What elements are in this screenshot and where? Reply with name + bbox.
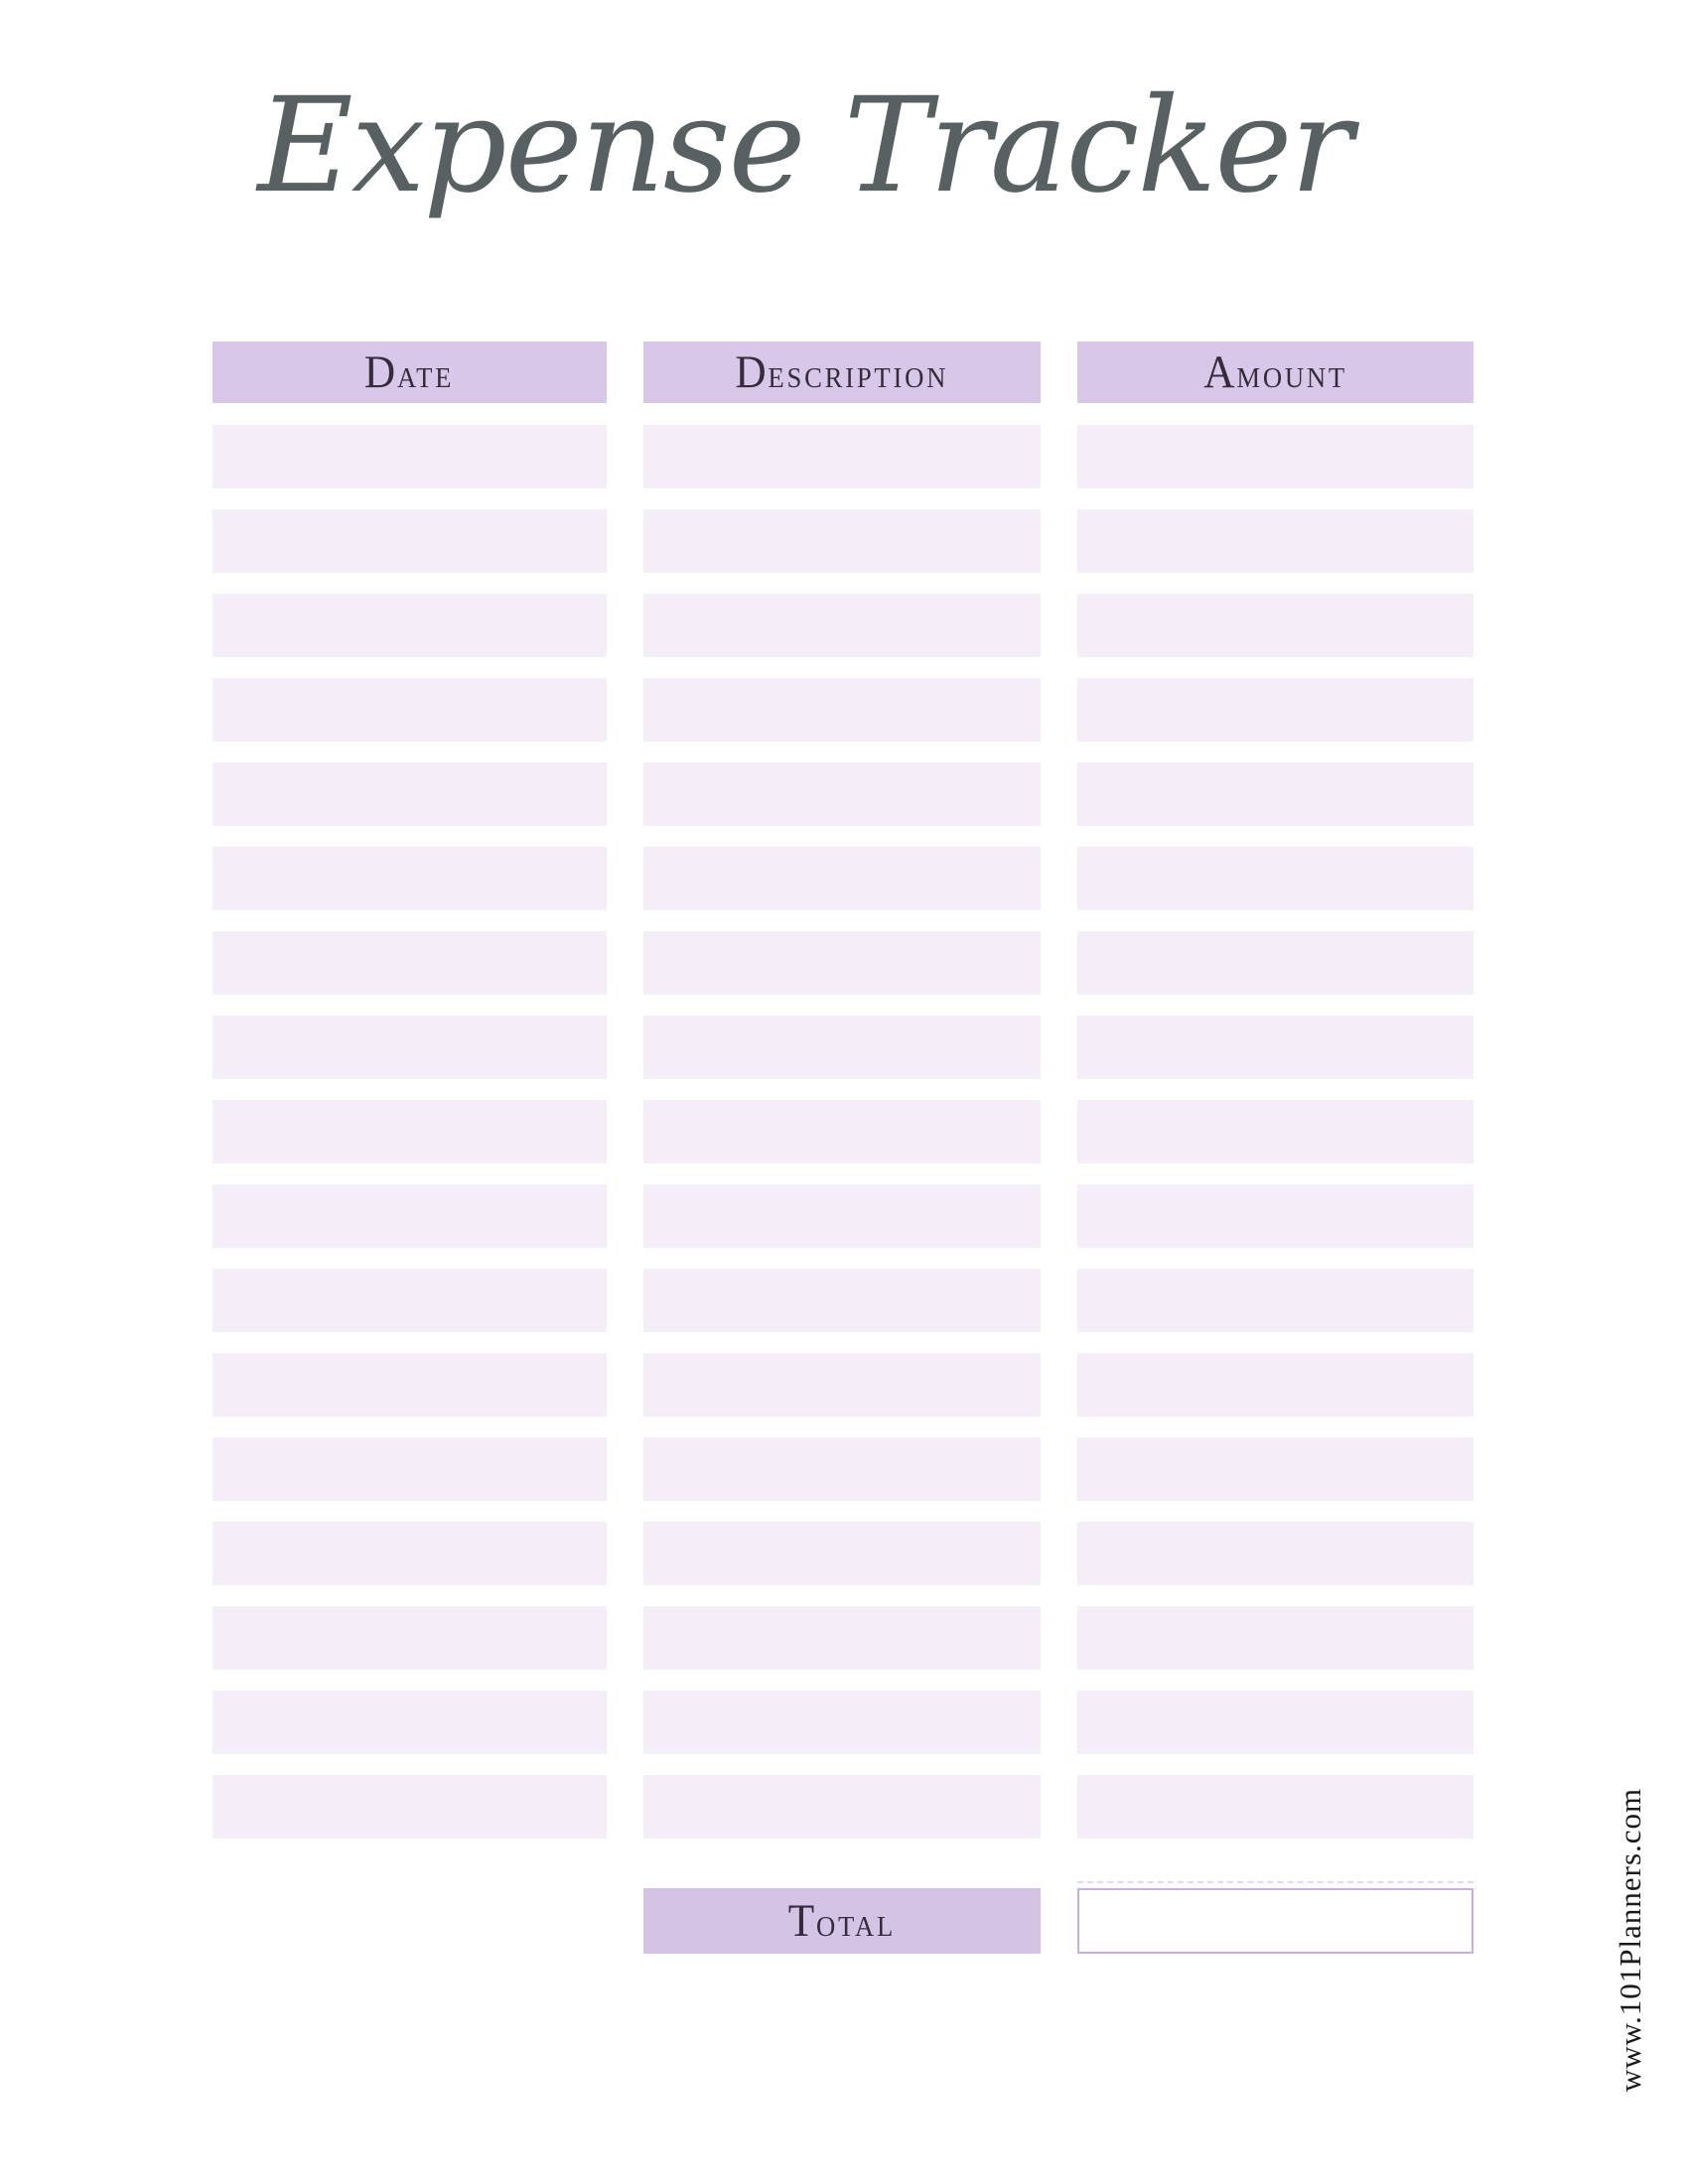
row-cell-date[interactable]: [212, 847, 607, 910]
label-rest: ATE: [397, 361, 455, 394]
row-cell-description[interactable]: [643, 1775, 1041, 1839]
row-cell-description[interactable]: [643, 1522, 1041, 1585]
row-cell-description[interactable]: [643, 762, 1041, 826]
row-cell-amount[interactable]: [1077, 1437, 1474, 1501]
row-cell-amount[interactable]: [1077, 847, 1474, 910]
row-cell-description[interactable]: [643, 594, 1041, 657]
total-amount-input[interactable]: [1077, 1881, 1474, 1954]
row-cell-amount[interactable]: [1077, 1353, 1474, 1417]
footer-spacer: [212, 1888, 607, 1954]
column-header-label: AMOUNT: [1203, 345, 1347, 398]
row-cell-amount[interactable]: [1077, 762, 1474, 826]
site-watermark: www.101Planners.com: [1613, 1787, 1647, 2093]
row-cell-description[interactable]: [643, 509, 1041, 573]
row-cell-date[interactable]: [212, 1100, 607, 1163]
row-cell-date[interactable]: [212, 594, 607, 657]
row-cell-description[interactable]: [643, 1691, 1041, 1754]
row-cell-date[interactable]: [212, 425, 607, 488]
row-cell-amount[interactable]: [1077, 1691, 1474, 1754]
row-cell-date[interactable]: [212, 1522, 607, 1585]
label-drop-cap: T: [787, 1894, 817, 1947]
row-cell-description[interactable]: [643, 1353, 1041, 1417]
table-footer-row: TOTAL: [212, 1881, 1474, 1954]
row-cell-description[interactable]: [643, 1437, 1041, 1501]
expense-table: DATE DESCRIPTION AMOUNT TOTAL: [212, 341, 1474, 1954]
row-cell-description[interactable]: [643, 1606, 1041, 1670]
row-cell-description[interactable]: [643, 931, 1041, 995]
table-body: [212, 425, 1474, 1839]
row-cell-amount[interactable]: [1077, 594, 1474, 657]
row-cell-date[interactable]: [212, 1184, 607, 1248]
row-cell-date[interactable]: [212, 678, 607, 742]
column-header-description: DESCRIPTION: [643, 341, 1041, 403]
row-cell-date[interactable]: [212, 762, 607, 826]
label-rest: MOUNT: [1236, 361, 1347, 394]
row-cell-description[interactable]: [643, 1100, 1041, 1163]
row-cell-description[interactable]: [643, 847, 1041, 910]
row-cell-amount[interactable]: [1077, 1775, 1474, 1839]
column-header-amount: AMOUNT: [1077, 341, 1474, 403]
row-cell-amount[interactable]: [1077, 1184, 1474, 1248]
row-cell-date[interactable]: [212, 1775, 607, 1839]
row-cell-amount[interactable]: [1077, 425, 1474, 488]
page-title: Expense Tracker: [257, 69, 1352, 222]
row-cell-description[interactable]: [643, 1269, 1041, 1332]
row-cell-date[interactable]: [212, 1437, 607, 1501]
label-drop-cap: A: [1203, 345, 1237, 398]
label-drop-cap: D: [364, 345, 398, 398]
row-cell-date[interactable]: [212, 1606, 607, 1670]
column-header-label: DATE: [364, 345, 455, 398]
total-label-cell: TOTAL: [643, 1888, 1041, 1954]
row-cell-amount[interactable]: [1077, 1016, 1474, 1079]
table-header-row: DATE DESCRIPTION AMOUNT: [212, 341, 1474, 403]
row-cell-amount[interactable]: [1077, 678, 1474, 742]
row-cell-description[interactable]: [643, 1016, 1041, 1079]
row-cell-amount[interactable]: [1077, 1522, 1474, 1585]
row-cell-date[interactable]: [212, 1691, 607, 1754]
label-rest: ESCRIPTION: [768, 361, 949, 394]
row-cell-amount[interactable]: [1077, 931, 1474, 995]
row-cell-amount[interactable]: [1077, 1100, 1474, 1163]
row-cell-description[interactable]: [643, 678, 1041, 742]
label-rest: OTAL: [816, 1910, 897, 1943]
row-cell-date[interactable]: [212, 1269, 607, 1332]
row-cell-date[interactable]: [212, 1016, 607, 1079]
row-cell-amount[interactable]: [1077, 1606, 1474, 1670]
column-header-date: DATE: [212, 341, 607, 403]
row-cell-amount[interactable]: [1077, 1269, 1474, 1332]
row-cell-date[interactable]: [212, 1353, 607, 1417]
label-drop-cap: D: [735, 345, 769, 398]
total-label: TOTAL: [787, 1894, 897, 1947]
column-header-label: DESCRIPTION: [735, 345, 949, 398]
row-cell-date[interactable]: [212, 509, 607, 573]
row-cell-date[interactable]: [212, 931, 607, 995]
row-cell-description[interactable]: [643, 1184, 1041, 1248]
row-cell-amount[interactable]: [1077, 509, 1474, 573]
row-cell-description[interactable]: [643, 425, 1041, 488]
